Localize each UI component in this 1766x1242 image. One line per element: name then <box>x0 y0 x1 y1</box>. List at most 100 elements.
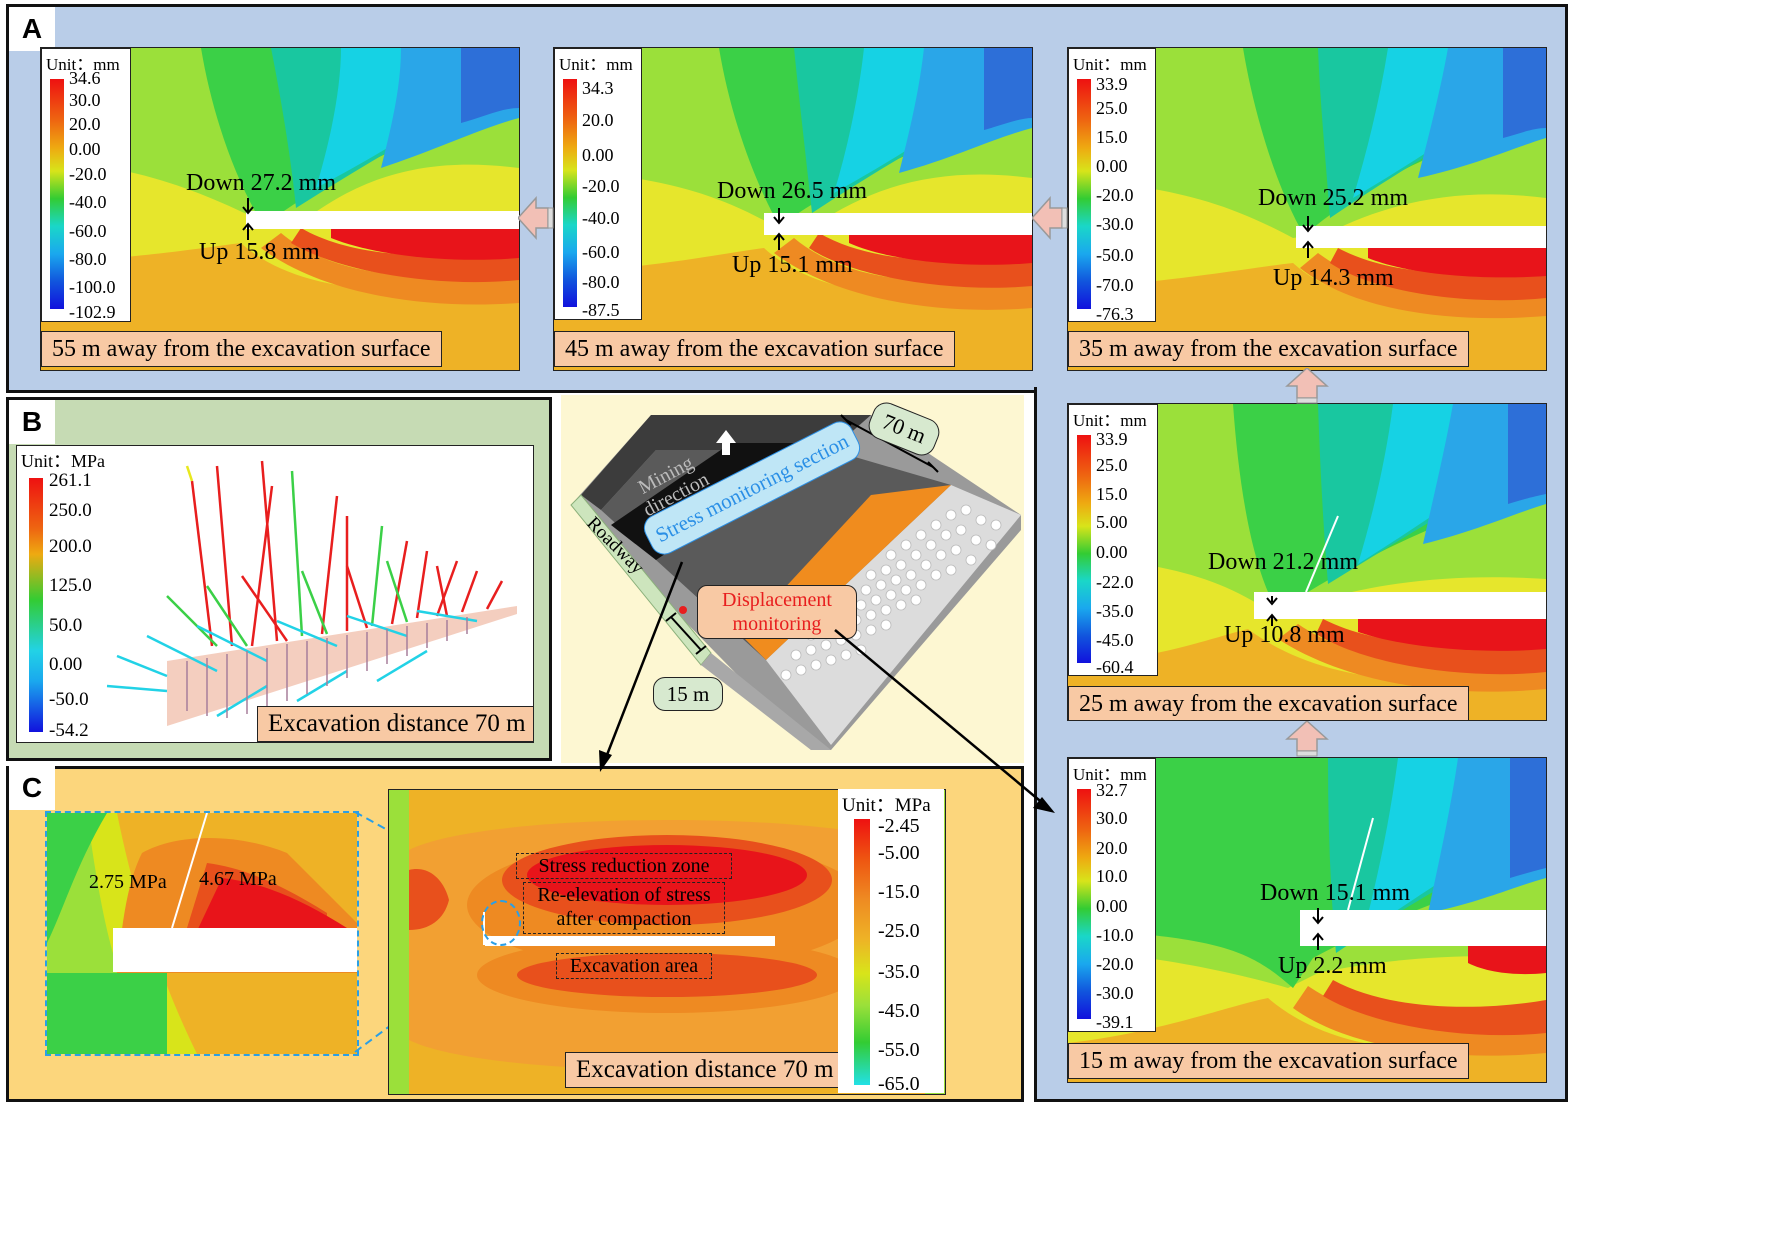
scale-tick: -60.0 <box>69 221 107 241</box>
scale-tick: 0.00 <box>1096 896 1128 916</box>
monitoring-schematic: 70 m 15 m Stress monitoring section Mini… <box>561 395 1024 763</box>
scale-tick: -76.3 <box>1096 304 1134 324</box>
scale-tick: -2.45 <box>878 815 920 837</box>
scale-unit: Unit：MPa <box>21 451 106 471</box>
sequence-arrow-up-icon <box>1285 368 1329 404</box>
arrow-markers <box>773 208 785 250</box>
scale-tick: 33.9 <box>1096 74 1128 94</box>
color-bar <box>1077 789 1091 1019</box>
color-bar <box>1077 435 1091 663</box>
scale-tick: 25.0 <box>1096 455 1128 475</box>
scale-unit: Unit：mm <box>1073 55 1147 74</box>
bolt-panel-caption: Excavation distance 70 m <box>257 706 533 742</box>
distance-15m-label: 15 m <box>666 682 710 706</box>
scale-tick: -40.0 <box>582 208 620 228</box>
inset-left-stress-label: 2.75 MPa <box>89 871 167 893</box>
up-displacement-label: Up 15.1 mm <box>732 252 853 278</box>
scale-tick: 34.3 <box>582 78 614 98</box>
scale-tick: -45.0 <box>1096 630 1134 650</box>
scale-tick: 15.0 <box>1096 127 1128 147</box>
scale-unit: Unit：mm <box>1073 411 1147 430</box>
sequence-arrow-left-icon <box>1032 196 1068 240</box>
scale-unit: Unit：mm <box>559 55 633 74</box>
scale-tick: -20.0 <box>69 164 107 184</box>
scale-tick: -80.0 <box>582 272 620 292</box>
stress-contour <box>389 790 945 1094</box>
up-displacement-label: Up 14.3 mm <box>1273 265 1394 291</box>
displacement-monitoring-label: Displacement monitoring <box>722 589 832 635</box>
scale-tick: -55.0 <box>878 1039 920 1061</box>
color-bar <box>563 79 577 307</box>
down-displacement-label: Down 21.2 mm <box>1208 549 1358 575</box>
sequence-arrow-left-icon <box>518 196 554 240</box>
displacement-scale-35m: Unit：mm 33.9 25.0 15.0 0.00 -20.0 -30.0 … <box>1068 48 1156 324</box>
bolt-stress-scale: Unit：MPa 261.1 250.0 200.0 125.0 50.0 0.… <box>17 446 121 740</box>
scale-tick: -54.2 <box>49 720 89 741</box>
scale-tick: -20.0 <box>1096 185 1134 205</box>
scale-tick: -22.0 <box>1096 572 1134 592</box>
map-caption-35m: 35 m away from the excavation surface <box>1068 331 1469 367</box>
panel-c-label: C <box>9 766 55 810</box>
scale-tick: -65.0 <box>878 1073 920 1095</box>
bolt-stress-view: Unit：MPa 261.1 250.0 200.0 125.0 50.0 0.… <box>16 445 534 743</box>
displacement-map-15m: Unit：mm 32.7 30.0 20.0 10.0 0.00 -10.0 -… <box>1067 757 1547 1083</box>
scale-tick: 15.0 <box>1096 484 1128 504</box>
scale-tick: -40.0 <box>69 192 107 212</box>
scale-tick: 20.0 <box>1096 838 1128 858</box>
stress-panel-caption: Excavation distance 70 m <box>565 1052 845 1088</box>
bolt-stress-render <box>106 460 517 726</box>
stress-reduction-zone-label: Stress reduction zone <box>538 855 710 877</box>
arrow-markers <box>242 198 254 240</box>
scale-tick: -39.1 <box>1096 1012 1134 1032</box>
color-bar <box>29 478 43 732</box>
scale-tick: 30.0 <box>69 90 101 110</box>
distance-15m-callout: 15 m <box>653 677 723 711</box>
down-displacement-label: Down 25.2 mm <box>1258 185 1408 211</box>
color-bar <box>1077 79 1091 309</box>
stress-inset: 2.75 MPa 4.67 MPa <box>45 811 359 1056</box>
scale-tick: 34.6 <box>69 68 101 88</box>
scale-tick: -50.0 <box>1096 245 1134 265</box>
scale-tick: -60.4 <box>1096 657 1134 677</box>
scale-tick: 25.0 <box>1096 98 1128 118</box>
displacement-scale-15m: Unit：mm 32.7 30.0 20.0 10.0 0.00 -10.0 -… <box>1068 758 1156 1032</box>
scale-unit: Unit：mm <box>1073 765 1147 784</box>
up-displacement-label: Up 10.8 mm <box>1224 622 1345 648</box>
scale-tick: 250.0 <box>49 500 92 521</box>
up-displacement-label: Up 2.2 mm <box>1278 953 1387 979</box>
scale-tick: 0.00 <box>582 145 614 165</box>
map-caption-25m: 25 m away from the excavation surface <box>1068 686 1469 720</box>
scale-tick: -25.0 <box>878 920 920 942</box>
scale-tick: -30.0 <box>1096 983 1134 1003</box>
scale-tick: -60.0 <box>582 242 620 262</box>
displacement-map-35m: Unit：mm 33.9 25.0 15.0 0.00 -20.0 -30.0 … <box>1067 47 1547 371</box>
scale-tick: 0.00 <box>1096 156 1128 176</box>
reelevation-zone-label-2: after compaction <box>556 908 692 930</box>
scale-tick: 10.0 <box>1096 866 1128 886</box>
scale-tick: -15.0 <box>878 881 920 903</box>
displacement-map-25m: Unit：mm 33.9 25.0 15.0 5.00 0.00 -22.0 -… <box>1067 403 1547 721</box>
reelevation-zone-label-1: Re-elevation of stress <box>537 884 711 906</box>
stress-scale: Unit：MPa -2.45 -5.00 -15.0 -25.0 -35.0 -… <box>838 789 944 1095</box>
displacement-scale-45m: Unit：mm 34.3 20.0 0.00 -20.0 -40.0 -60.0… <box>554 48 642 320</box>
scale-tick: 0.00 <box>1096 542 1128 562</box>
scale-tick: 20.0 <box>582 110 614 130</box>
scale-tick: -50.0 <box>49 689 89 710</box>
inset-contour <box>47 813 357 1054</box>
connector-arrows <box>599 561 1055 813</box>
arrow-markers <box>1302 216 1314 258</box>
scale-tick: 20.0 <box>69 114 101 134</box>
scale-tick: 125.0 <box>49 575 92 596</box>
scale-tick: 32.7 <box>1096 780 1128 800</box>
scale-tick: -70.0 <box>1096 275 1134 295</box>
displacement-map-45m: Unit：mm 34.3 20.0 0.00 -20.0 -40.0 -60.0… <box>553 47 1033 371</box>
scale-tick: 50.0 <box>49 615 83 636</box>
inset-right-stress-label: 4.67 MPa <box>199 868 277 890</box>
inset-source-marker <box>481 900 521 946</box>
scale-tick: -35.0 <box>1096 601 1134 621</box>
scale-unit: Unit：mm <box>46 55 120 74</box>
stress-contour-view: Stress reduction zone Re-elevation of st… <box>388 789 946 1095</box>
map-caption-45m: 45 m away from the excavation surface <box>554 331 955 367</box>
down-displacement-label: Down 26.5 mm <box>717 178 867 204</box>
